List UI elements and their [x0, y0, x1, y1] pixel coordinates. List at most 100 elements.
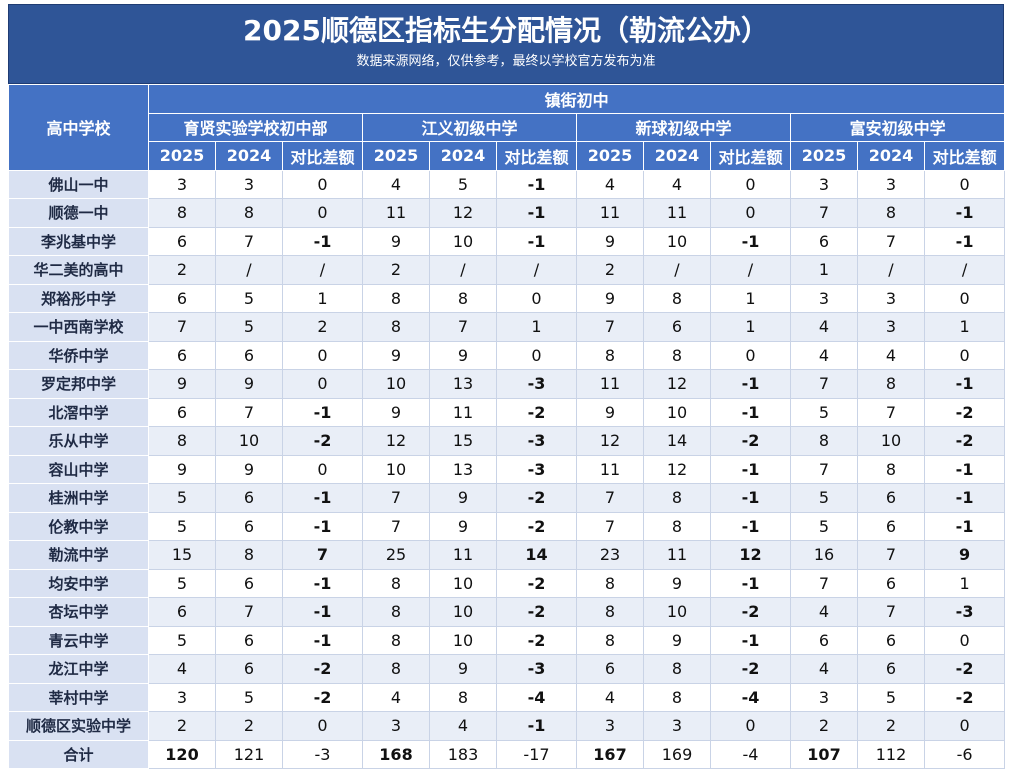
value-cell: 8: [576, 340, 644, 370]
value-cell: 3: [790, 283, 858, 313]
diff-cell: 0: [923, 711, 1006, 741]
value-cell: 10: [643, 226, 711, 256]
year-column-header: 2024: [857, 141, 925, 171]
diff-cell: -1: [923, 483, 1006, 513]
value-cell: 6: [148, 283, 216, 313]
table-row: 乐从中学 8 10 -2 12 15 -3 12 14 -2 8 10 -2: [8, 426, 1006, 456]
diff-cell: -1: [282, 568, 363, 598]
value-cell: 9: [429, 654, 497, 684]
value-cell: 1: [790, 255, 858, 285]
value-cell: 7: [857, 597, 925, 627]
value-cell: 7: [857, 226, 925, 256]
diff-cell: -1: [710, 568, 791, 598]
value-cell: 8: [148, 426, 216, 456]
diff-cell: 0: [710, 340, 791, 370]
value-cell: 6: [215, 625, 283, 655]
diff-cell: -2: [496, 625, 577, 655]
diff-cell: -1: [710, 483, 791, 513]
value-cell: 11: [429, 397, 497, 427]
value-cell: 7: [790, 198, 858, 228]
value-cell: 7: [576, 511, 644, 541]
value-cell: 5: [148, 568, 216, 598]
value-cell: 7: [215, 397, 283, 427]
diff-cell: 7: [282, 540, 363, 570]
value-cell: 8: [643, 511, 711, 541]
value-cell: 4: [576, 169, 644, 199]
value-cell: 9: [215, 454, 283, 484]
value-cell: 4: [790, 340, 858, 370]
diff-cell: -2: [710, 597, 791, 627]
value-cell: 8: [643, 654, 711, 684]
value-cell: 9: [362, 226, 430, 256]
value-cell: 6: [215, 568, 283, 598]
diff-cell: 0: [923, 340, 1006, 370]
diff-cell: -2: [923, 397, 1006, 427]
value-cell: 4: [790, 312, 858, 342]
value-cell: 13: [429, 369, 497, 399]
diff-cell: -1: [923, 369, 1006, 399]
diff-cell: -3: [923, 597, 1006, 627]
high-school-name: 均安中学: [8, 568, 149, 598]
high-school-name: 乐从中学: [8, 426, 149, 456]
value-cell: 183: [429, 739, 497, 769]
value-cell: 6: [215, 340, 283, 370]
year-column-header: 2025: [148, 141, 216, 171]
value-cell: 3: [857, 312, 925, 342]
value-cell: 3: [576, 711, 644, 741]
value-cell: 120: [148, 739, 216, 769]
value-cell: 10: [429, 568, 497, 598]
value-cell: 8: [215, 198, 283, 228]
value-cell: 5: [790, 397, 858, 427]
diff-cell: -3: [282, 739, 363, 769]
diff-cell: 0: [282, 198, 363, 228]
table-row: 勒流中学 15 8 7 25 11 14 23 11 12 16 7 9: [8, 540, 1006, 570]
value-cell: 10: [429, 625, 497, 655]
diff-cell: /: [496, 255, 577, 285]
value-cell: 8: [362, 654, 430, 684]
value-cell: 9: [148, 454, 216, 484]
table-row: 龙江中学 4 6 -2 8 9 -3 6 8 -2 4 6 -2: [8, 654, 1006, 684]
high-school-name: 一中西南学校: [8, 312, 149, 342]
value-cell: 11: [429, 540, 497, 570]
diff-cell: 0: [282, 340, 363, 370]
value-cell: 3: [148, 169, 216, 199]
value-cell: 16: [790, 540, 858, 570]
value-cell: 6: [215, 654, 283, 684]
value-cell: 10: [429, 597, 497, 627]
year-column-header: 2024: [215, 141, 283, 171]
value-cell: 9: [362, 397, 430, 427]
diff-cell: -2: [282, 426, 363, 456]
value-cell: 9: [576, 397, 644, 427]
value-cell: 6: [643, 312, 711, 342]
table-row: 罗定邦中学 9 9 0 10 13 -3 11 12 -1 7 8 -1: [8, 369, 1006, 399]
value-cell: 11: [362, 198, 430, 228]
value-cell: 5: [215, 682, 283, 712]
diff-cell: -1: [282, 483, 363, 513]
diff-cell: -17: [496, 739, 577, 769]
diff-cell: -1: [496, 198, 577, 228]
value-cell: 11: [643, 540, 711, 570]
diff-cell: 0: [710, 711, 791, 741]
value-cell: 3: [790, 682, 858, 712]
value-cell: 5: [215, 312, 283, 342]
diff-cell: 1: [710, 283, 791, 313]
diff-cell: /: [923, 255, 1006, 285]
diff-cell: -1: [923, 198, 1006, 228]
value-cell: 14: [643, 426, 711, 456]
value-cell: 2: [362, 255, 430, 285]
value-cell: 5: [148, 625, 216, 655]
diff-cell: -1: [710, 454, 791, 484]
diff-cell: -1: [923, 511, 1006, 541]
value-cell: 2: [857, 711, 925, 741]
year-column-header: 对比差额: [923, 141, 1006, 171]
table-row: 青云中学 5 6 -1 8 10 -2 8 9 -1 6 6 0: [8, 625, 1006, 655]
high-school-name: 莘村中学: [8, 682, 149, 712]
diff-cell: -1: [710, 226, 791, 256]
diff-cell: -4: [710, 682, 791, 712]
diff-cell: -1: [496, 169, 577, 199]
table-row: 顺德区实验中学 2 2 0 3 4 -1 3 3 0 2 2 0: [8, 711, 1006, 741]
header-banner: 2025顺德区指标生分配情况（勒流公办） 数据来源网络，仅供参考，最终以学校官方…: [8, 4, 1004, 84]
table-row: 一中西南学校 7 5 2 8 7 1 7 6 1 4 3 1: [8, 312, 1006, 342]
diff-cell: -2: [282, 682, 363, 712]
diff-cell: 1: [710, 312, 791, 342]
